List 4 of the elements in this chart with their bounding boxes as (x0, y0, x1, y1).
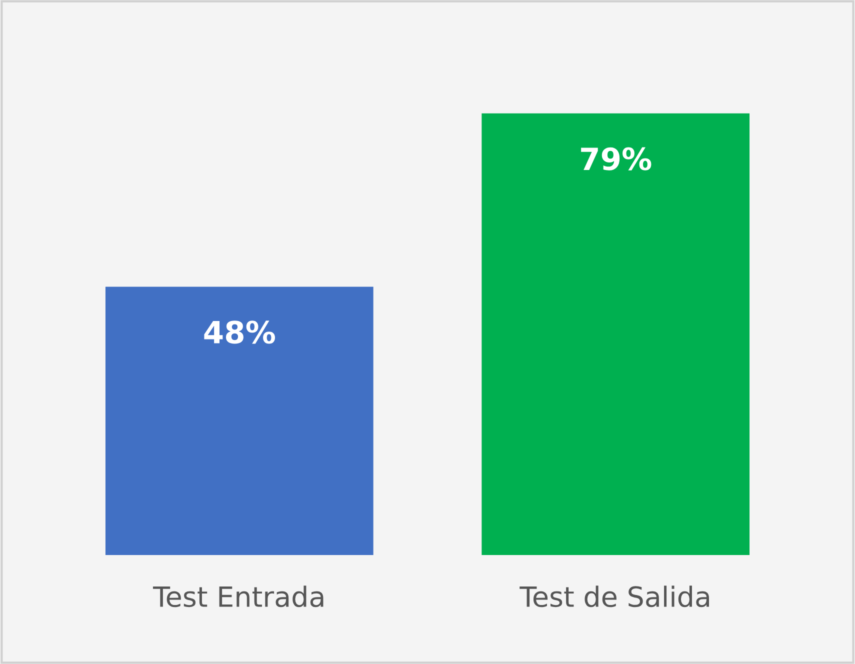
data-label: 79% (581, 147, 652, 170)
x-tick-label: Test Entrada (152, 586, 324, 608)
x-tick-label: Test de Salida (520, 586, 709, 608)
data-label: 48% (204, 320, 275, 344)
